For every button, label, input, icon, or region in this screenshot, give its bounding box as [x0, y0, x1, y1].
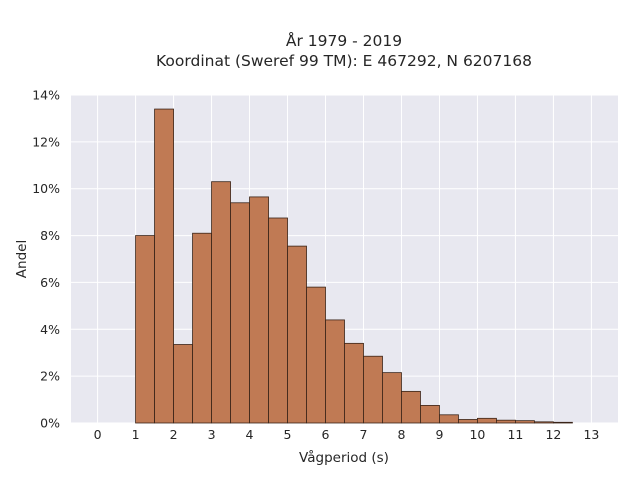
x-tick-label: 1 [132, 427, 140, 442]
histogram-bar [287, 245, 307, 424]
y-tick-label: 14% [32, 88, 60, 103]
x-tick-label: 8 [398, 427, 406, 442]
histogram-bar [534, 421, 554, 424]
chart-title: År 1979 - 2019 [286, 31, 402, 50]
histogram-bar [173, 344, 193, 424]
bars-group [135, 108, 573, 424]
x-tick-label: 6 [322, 427, 330, 442]
histogram-bar [211, 181, 231, 424]
histogram-bar [192, 232, 212, 424]
histogram-bar [553, 421, 573, 424]
x-tick-label: 4 [246, 427, 254, 442]
y-tick-label: 6% [40, 275, 60, 290]
histogram-bar [268, 217, 288, 424]
y-tick-label: 12% [32, 134, 60, 149]
histogram-bar [363, 355, 383, 424]
x-axis-ticks: 0 1 2 3 4 5 6 7 8 9 10 11 12 13 [94, 427, 600, 442]
y-tick-label: 4% [40, 322, 60, 337]
histogram-bar [401, 390, 421, 424]
histogram-bar [382, 372, 402, 424]
x-tick-label: 7 [360, 427, 368, 442]
x-tick-label: 0 [94, 427, 102, 442]
histogram-bar [344, 342, 364, 424]
histogram-bar [477, 417, 497, 424]
x-tick-label: 11 [507, 427, 523, 442]
histogram-bar [249, 196, 269, 424]
chart-subtitle: Koordinat (Sweref 99 TM): E 467292, N 62… [156, 52, 532, 70]
histogram-bar [496, 419, 516, 424]
histogram-bar [420, 405, 440, 424]
histogram-bar [458, 419, 478, 424]
x-tick-label: 3 [208, 427, 216, 442]
x-tick-label: 12 [545, 427, 561, 442]
histogram-bar [306, 286, 326, 424]
x-tick-label: 2 [170, 427, 178, 442]
y-tick-label: 0% [40, 416, 60, 431]
x-tick-label: 5 [284, 427, 292, 442]
x-tick-label: 13 [583, 427, 599, 442]
histogram-bar [230, 202, 250, 424]
y-tick-label: 2% [40, 369, 60, 384]
x-tick-label: 9 [435, 427, 443, 442]
y-tick-label: 10% [32, 181, 60, 196]
x-axis-label: Vågperiod (s) [299, 449, 389, 466]
histogram-bar [135, 235, 155, 424]
y-axis-label: Andel [14, 240, 30, 278]
histogram-bar [515, 420, 535, 424]
x-tick-label: 10 [469, 427, 485, 442]
y-tick-label: 8% [40, 228, 60, 243]
histogram-bar [325, 319, 345, 424]
y-axis-ticks: 0% 2% 4% 6% 8% 10% 12% 14% [32, 88, 60, 431]
histogram-bar [154, 108, 174, 424]
histogram-bar [439, 414, 459, 424]
